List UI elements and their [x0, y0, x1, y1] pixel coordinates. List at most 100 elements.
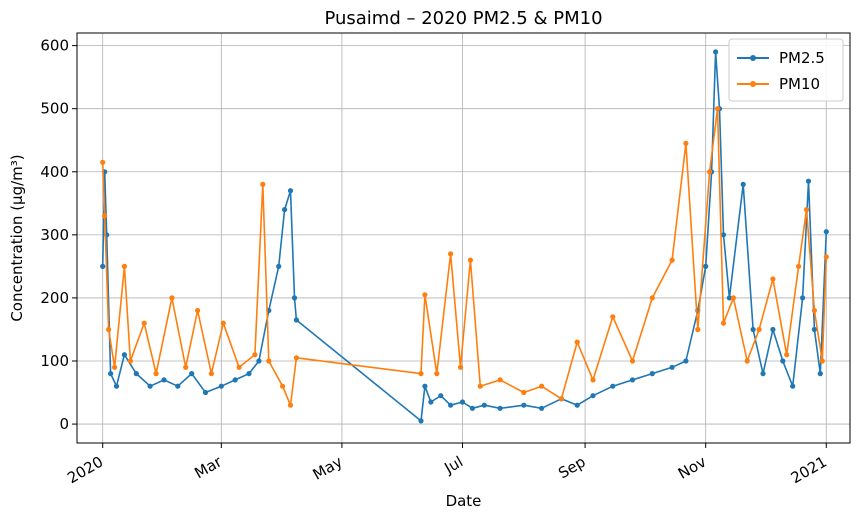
x-axis-label: Date [446, 492, 482, 510]
data-point [220, 320, 226, 326]
data-point [127, 358, 133, 364]
data-point [438, 393, 444, 399]
data-point [730, 295, 737, 301]
data-point [669, 257, 675, 263]
data-point [784, 352, 790, 358]
data-point [418, 418, 424, 424]
data-point [819, 358, 825, 364]
data-point [208, 371, 214, 377]
data-point [744, 358, 750, 364]
data-point [287, 402, 294, 408]
data-point [481, 402, 487, 408]
data-point [770, 326, 776, 333]
series-line-1 [101, 107, 828, 407]
data-point [133, 371, 139, 377]
data-point [760, 371, 766, 377]
data-point [189, 371, 195, 377]
legend-label-pm10: PM10 [779, 75, 820, 93]
data-point [649, 371, 655, 377]
data-point [121, 263, 127, 269]
y-tick-label: 100 [40, 352, 69, 370]
legend-label-pm25: PM2.5 [779, 49, 825, 67]
y-ticks: 0 100 200 300 400 500 600 [40, 37, 77, 433]
legend-marker-pm10 [750, 81, 756, 87]
data-point [418, 371, 424, 377]
data-point [629, 377, 636, 383]
data-point [293, 355, 299, 361]
data-point [256, 358, 262, 364]
data-point [422, 292, 428, 298]
data-point [236, 364, 242, 370]
data-point [169, 295, 175, 301]
data-point [720, 232, 727, 238]
chart-title: Pusaimd – 2020 PM2.5 & PM10 [324, 8, 602, 29]
data-point [590, 377, 596, 383]
data-point [726, 295, 733, 301]
data-point [183, 364, 189, 370]
data-point [195, 307, 201, 314]
data-point [434, 371, 440, 377]
data-point [713, 49, 719, 55]
data-point [467, 257, 473, 263]
data-point [683, 358, 689, 364]
legend-marker-pm25 [750, 55, 756, 61]
data-point [669, 364, 675, 370]
data-point [153, 371, 159, 377]
data-point [521, 402, 527, 408]
data-point [112, 364, 118, 370]
data-point [422, 383, 428, 389]
data-point [811, 326, 818, 333]
data-point [817, 371, 823, 377]
legend-box [728, 38, 844, 102]
data-point [796, 263, 802, 269]
data-point [750, 326, 756, 333]
data-point [610, 383, 616, 389]
grid [77, 33, 850, 443]
data-point [539, 383, 545, 389]
data-point [457, 364, 464, 370]
data-point [497, 405, 503, 411]
y-axis-label: Concentration (µg/m³) [8, 154, 26, 321]
data-point [147, 383, 153, 389]
data-point [428, 399, 434, 405]
data-point [539, 405, 545, 411]
data-point [649, 295, 655, 301]
data-point [448, 402, 454, 408]
y-tick-label: 500 [40, 100, 69, 118]
data-point [287, 188, 294, 194]
data-point [282, 207, 288, 213]
data-point [161, 377, 167, 383]
data-point [202, 389, 209, 396]
data-point [293, 317, 299, 323]
data-point [703, 263, 709, 269]
data-point [610, 314, 616, 320]
y-tick-label: 0 [59, 415, 69, 433]
data-point [291, 295, 298, 301]
data-point [246, 371, 252, 377]
data-point [823, 254, 829, 260]
data-point [280, 383, 286, 389]
data-point [100, 263, 106, 269]
data-point [629, 358, 636, 364]
data-point [100, 159, 106, 165]
data-point [574, 402, 580, 408]
data-point [756, 326, 762, 333]
data-point [714, 106, 721, 112]
data-point [106, 326, 112, 333]
data-point [113, 383, 120, 389]
data-point [790, 383, 796, 389]
legend: PM2.5 PM10 [728, 38, 844, 102]
data-point [276, 263, 282, 269]
y-tick-label: 400 [40, 163, 69, 181]
data-point [803, 207, 810, 213]
data-point [720, 320, 727, 326]
data-point [448, 251, 454, 257]
y-tick-label: 600 [40, 37, 69, 55]
data-point [252, 352, 258, 358]
data-point [800, 295, 806, 301]
data-point [497, 377, 503, 383]
data-point [175, 383, 181, 389]
data-point [218, 383, 224, 389]
